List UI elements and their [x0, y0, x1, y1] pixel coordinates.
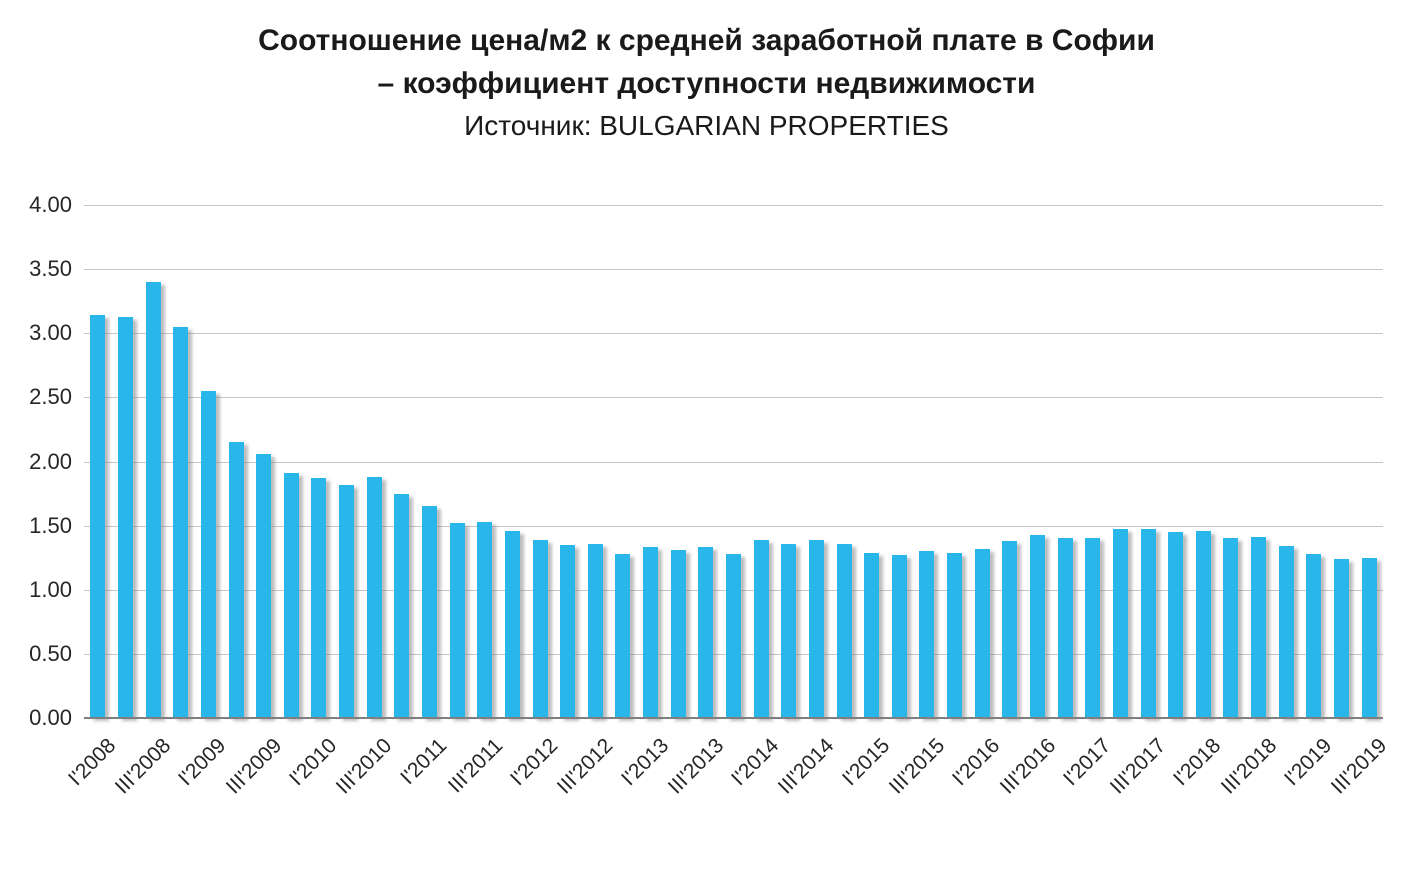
bar	[808, 539, 824, 718]
bar	[1223, 538, 1239, 718]
bar	[615, 553, 631, 718]
bar	[864, 552, 880, 718]
bar	[173, 326, 189, 718]
bar	[1306, 553, 1322, 718]
chart-title-block: Соотношение цена/м2 к средней заработной…	[0, 20, 1413, 147]
gridline	[84, 269, 1383, 271]
bar	[587, 543, 603, 718]
bar	[1278, 546, 1294, 718]
bar	[698, 547, 714, 718]
x-axis: I'2008 III'2008 I'2009 III'2009 I'2010 III'20…	[64, 720, 1392, 843]
y-tick-label: 1.50	[29, 512, 72, 538]
bar	[200, 390, 216, 718]
y-tick-label: 0.00	[29, 705, 72, 730]
bar	[891, 555, 907, 718]
bar	[90, 315, 106, 718]
gridline	[84, 461, 1383, 463]
y-tick-label: 4.00	[29, 192, 72, 217]
bar	[256, 453, 272, 718]
bar	[477, 521, 493, 718]
bar	[228, 442, 244, 718]
chart-source: Источник: BULGARIAN PROPERTIES	[464, 110, 949, 142]
bar	[339, 484, 355, 718]
y-tick-label: 2.00	[29, 448, 72, 474]
bar	[1140, 529, 1156, 718]
bar	[1361, 557, 1377, 718]
bar	[643, 547, 659, 718]
y-tick-label: 3.00	[29, 320, 72, 346]
bar	[670, 550, 686, 718]
bar	[1002, 541, 1018, 718]
gridline	[84, 333, 1383, 335]
bar	[283, 473, 299, 718]
y-tick-label: 2.50	[29, 384, 72, 410]
bar	[1251, 537, 1267, 718]
bar	[560, 544, 576, 718]
bar	[1057, 538, 1073, 718]
y-tick-label: 3.50	[29, 256, 72, 282]
bar	[947, 552, 963, 718]
chart-title-line2: – коэффициент доступности недвижимости	[377, 66, 1036, 100]
bar	[117, 316, 133, 718]
bar	[1195, 530, 1211, 718]
bar	[504, 530, 520, 718]
plot-area	[84, 205, 1383, 719]
bar	[919, 551, 935, 718]
bar	[449, 523, 465, 718]
gridline	[84, 397, 1383, 399]
bar	[1168, 532, 1184, 718]
bar	[781, 543, 797, 718]
chart-page: Соотношение цена/м2 к средней заработной…	[0, 20, 1413, 843]
bar	[836, 543, 852, 718]
bar	[366, 476, 382, 718]
bar	[1030, 534, 1046, 718]
bar	[394, 493, 410, 718]
bar	[532, 539, 548, 718]
bar	[145, 281, 161, 718]
chart-title-line1: Соотношение цена/м2 к средней заработной…	[258, 24, 1155, 57]
gridline	[84, 525, 1383, 527]
bar	[421, 506, 437, 718]
bar	[1085, 538, 1101, 718]
gridline	[84, 205, 1383, 206]
bar	[974, 548, 990, 718]
y-axis: 0.00 0.50 1.00 1.50 2.00 2.50 3.00 3.50 4.00	[0, 192, 72, 730]
bar	[311, 478, 327, 718]
bar	[726, 553, 741, 718]
y-tick-label: 0.50	[29, 640, 72, 666]
bar	[753, 539, 769, 718]
x-axis-line	[84, 717, 1383, 719]
bar	[1112, 529, 1128, 718]
y-tick-label: 1.00	[29, 576, 72, 602]
bar	[1334, 558, 1350, 718]
